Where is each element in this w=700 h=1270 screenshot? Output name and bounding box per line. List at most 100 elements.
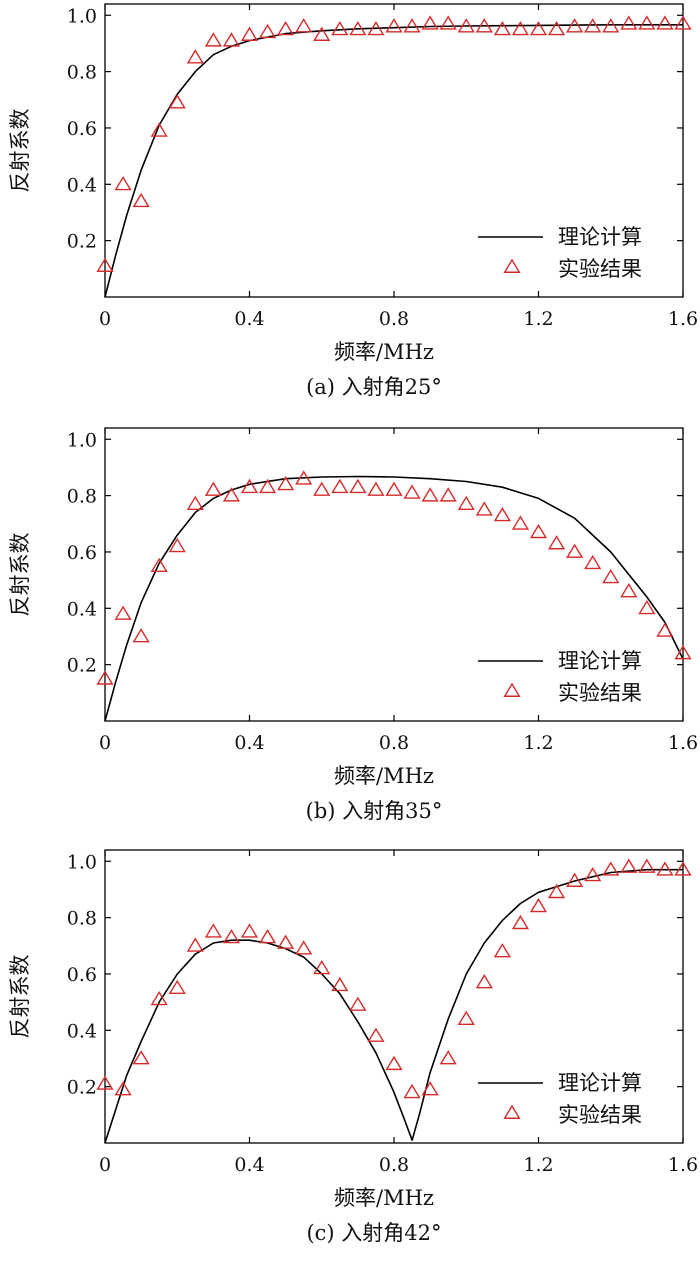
experiment-point xyxy=(493,943,511,958)
x-tick-label: 0 xyxy=(99,308,111,330)
experiment-point xyxy=(240,478,259,494)
y-tick-label: 0.2 xyxy=(67,231,97,253)
x-tick-label: 1.2 xyxy=(523,1154,553,1176)
experiment-point xyxy=(367,20,385,36)
panel-caption: (b) 入射角35° xyxy=(306,799,443,823)
y-tick-label: 1.0 xyxy=(67,851,97,873)
experiment-point xyxy=(132,628,150,643)
y-tick-label: 0.4 xyxy=(67,174,97,196)
experiment-point xyxy=(421,1081,439,1096)
plot-frame xyxy=(104,3,684,298)
legend-label-experiment: 实验结果 xyxy=(558,1103,642,1127)
experiment-point xyxy=(475,974,493,989)
legend-label-theory: 理论计算 xyxy=(558,225,642,249)
experiment-point xyxy=(547,883,566,899)
x-tick-label: 1.2 xyxy=(523,308,553,330)
experiment-point xyxy=(511,20,530,36)
experiment-point xyxy=(656,622,674,637)
experiment-point xyxy=(349,478,367,494)
y-tick-label: 0.8 xyxy=(67,908,97,930)
experiment-point xyxy=(295,18,313,33)
x-tick-label: 0.8 xyxy=(379,308,409,330)
x-tick-label: 0.4 xyxy=(234,732,264,754)
experiment-point xyxy=(277,475,295,491)
experiment-point xyxy=(277,934,295,949)
experiment-point xyxy=(295,940,313,955)
x-axis-label: 频率/MHz xyxy=(334,1186,434,1210)
experiment-point xyxy=(186,49,204,64)
y-tick-label: 0.4 xyxy=(67,1020,97,1042)
experiment-point xyxy=(313,481,331,496)
x-tick-label: 1.2 xyxy=(523,732,553,754)
x-tick-label: 1.6 xyxy=(668,1154,698,1176)
y-tick-label: 0.2 xyxy=(67,1077,97,1099)
y-tick-label: 0.6 xyxy=(67,964,97,986)
experiment-point xyxy=(258,478,277,494)
y-tick-label: 0.6 xyxy=(67,542,97,564)
experiment-point xyxy=(566,543,584,558)
experiment-point xyxy=(566,872,584,887)
experiment-point xyxy=(674,861,692,876)
experiment-point xyxy=(584,554,602,570)
experiment-point xyxy=(349,996,367,1011)
experiment-point xyxy=(457,1010,475,1025)
panel-caption: (a) 入射角25° xyxy=(306,375,442,399)
experiment-point xyxy=(222,487,241,502)
experiment-point xyxy=(529,897,548,913)
y-tick-label: 0.4 xyxy=(67,598,97,620)
experiment-point xyxy=(674,645,692,660)
experiment-point xyxy=(385,481,403,496)
experiment-point xyxy=(620,583,638,598)
experiment-point xyxy=(439,15,457,30)
panel-caption: (c) 入射角42° xyxy=(306,1221,441,1245)
x-tick-label: 0.8 xyxy=(379,732,409,754)
y-tick-label: 0.6 xyxy=(67,118,97,140)
experiment-point xyxy=(511,515,530,530)
experiment-point xyxy=(403,484,421,499)
experiment-point xyxy=(385,1055,403,1071)
experiment-point xyxy=(277,20,295,36)
experiment-point xyxy=(349,20,367,36)
experiment-point xyxy=(114,1081,132,1096)
experiment-point xyxy=(114,175,132,191)
experiment-point xyxy=(493,20,511,36)
experiment-point xyxy=(96,1075,114,1090)
experiment-point xyxy=(566,18,584,33)
x-tick-label: 0.4 xyxy=(234,308,264,330)
experiment-point xyxy=(475,18,493,33)
experiment-point xyxy=(204,481,222,496)
experiment-point xyxy=(674,15,692,30)
experiment-point xyxy=(150,990,168,1006)
experiment-point xyxy=(295,470,313,485)
experiment-point xyxy=(638,858,656,873)
experiment-point xyxy=(240,923,259,938)
y-tick-label: 0.2 xyxy=(67,655,97,677)
experiment-point xyxy=(150,122,168,137)
experiment-point xyxy=(403,1083,421,1099)
experiment-point xyxy=(638,15,656,30)
experiment-point xyxy=(439,1050,457,1065)
y-tick-label: 0.8 xyxy=(67,62,97,84)
experiment-point xyxy=(258,928,277,944)
x-tick-label: 1.6 xyxy=(668,732,698,754)
x-tick-label: 0.4 xyxy=(234,1154,264,1176)
experiment-point xyxy=(439,487,457,502)
experiment-point xyxy=(258,23,277,39)
experiment-point xyxy=(511,914,530,930)
y-axis-label: 反射系数 xyxy=(8,109,32,193)
legend-triangle-symbol xyxy=(503,258,521,273)
y-axis-label: 反射系数 xyxy=(8,955,32,1039)
experiment-point xyxy=(132,192,150,208)
experiment-point xyxy=(114,605,132,620)
experiment-point xyxy=(204,32,222,47)
y-tick-label: 1.0 xyxy=(67,429,97,451)
legend-label-experiment: 实验结果 xyxy=(558,681,642,705)
experiment-point xyxy=(222,928,241,944)
experiment-point xyxy=(602,568,620,584)
experiment-point xyxy=(457,495,475,511)
experiment-point xyxy=(475,501,493,516)
